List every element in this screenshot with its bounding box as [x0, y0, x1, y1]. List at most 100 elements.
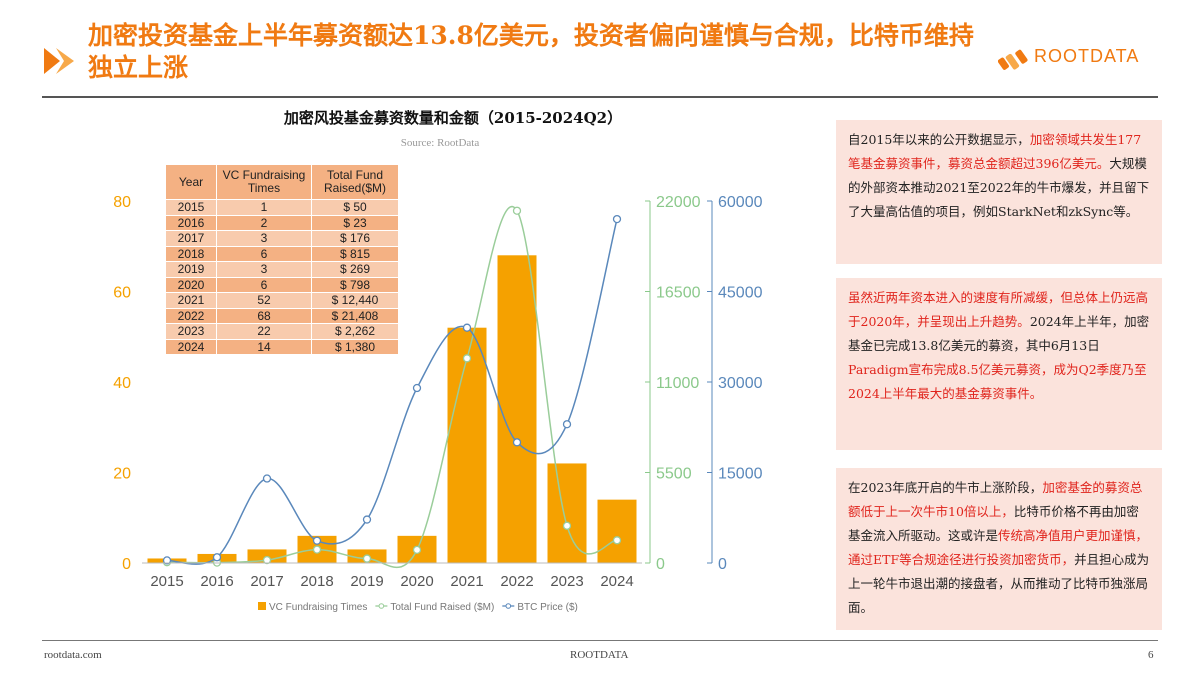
highlight-text: 加密领域共发生177笔基金募资事件，募资总金额超过396亿美元。 [848, 132, 1142, 171]
table-cell-amount: $ 50 [311, 199, 399, 216]
series-point [512, 206, 522, 215]
body-text: 并且担心成为上一轮牛市退出潮的接盘者，从而推动了比特币独涨局面。 [848, 552, 1150, 615]
table-header-times: VC Fundraising Times [216, 164, 312, 200]
x-tick-label: 2017 [250, 573, 283, 590]
series-point [412, 545, 422, 555]
table-cell-times: 3 [216, 261, 312, 278]
x-tick-label: 2015 [150, 573, 183, 590]
footer-website: rootdata.com [44, 649, 102, 661]
header-divider [42, 96, 1158, 98]
chart-subtitle: Source: RootData [401, 137, 480, 149]
table-cell-year: 2020 [165, 276, 217, 293]
footer-divider [42, 640, 1158, 641]
slide-title: 加密投资基金上半年募资额达13.8亿美元，投资者偏向谨慎与合规，比特币维持独立上… [88, 21, 974, 82]
legend-label: Total Fund Raised ($M) [390, 602, 494, 613]
y-tick-label-left: 60 [113, 285, 131, 302]
table-row: 2015 1 $ 50 [165, 199, 399, 216]
table-cell-amount: $ 798 [311, 276, 399, 293]
table-header-year: Year [165, 164, 217, 200]
highlight-text: Paradigm宣布完成8.5亿美元募资，成为Q2季度乃至2024上半年最大的基… [848, 362, 1147, 401]
x-tick-label: 2023 [550, 573, 583, 590]
body-text: 在2023年底开启的牛市上涨阶段， [848, 480, 1043, 495]
table-cell-amount: $ 815 [311, 245, 399, 262]
highlight-text: 虽然近两年资本进入的速度有所减缓，但总体上仍远高于2020年，并呈现出上升趋势。 [848, 290, 1149, 329]
y-tick-label-right1: 16500 [656, 285, 701, 302]
table-cell-amount: $ 21,408 [311, 307, 399, 324]
table-cell-amount: $ 23 [311, 214, 399, 231]
table-cell-year: 2022 [165, 307, 217, 324]
series-point [562, 521, 572, 530]
table-cell-amount: $ 269 [311, 261, 399, 278]
table-row: 2017 3 $ 176 [165, 230, 399, 247]
table-row: 2016 2 $ 23 [165, 214, 399, 231]
table-cell-year: 2018 [165, 245, 217, 262]
table-row: 2018 6 $ 815 [165, 245, 399, 262]
body-text: 大规模的外部资本推动2021至2022年的牛市爆发，并且留下了大量高估值的项目，… [848, 156, 1150, 219]
table-row: 2023 22 $ 2,262 [165, 323, 399, 340]
y-tick-label-left: 80 [113, 194, 131, 211]
legend-swatch-point [378, 603, 385, 609]
insight-panel-bull-market: 在2023年底开启的牛市上涨阶段，加密基金的募资总额低于上一次牛市10倍以上，比… [836, 468, 1162, 630]
series-point [462, 354, 472, 363]
table-row: 2024 14 $ 1,380 [165, 338, 399, 355]
table-cell-year: 2017 [165, 230, 217, 247]
fundraising-chart: 加密风投基金募资数量和金额（2015-2024Q2） Source: RootD… [113, 109, 763, 613]
x-tick-label: 2022 [500, 573, 533, 590]
series-line [166, 218, 618, 565]
series-point [262, 474, 272, 483]
y-tick-label-right2: 45000 [718, 285, 763, 302]
x-tick-label: 2016 [200, 573, 233, 590]
legend-label: VC Fundraising Times [269, 602, 367, 613]
table-cell-amount: $ 12,440 [311, 292, 399, 309]
body-text: 自2015年以来的公开数据显示， [848, 132, 1030, 147]
fundraising-data-table: Year VC Fundraising Times Total Fund Rai… [165, 164, 399, 355]
page-number: 6 [1148, 649, 1154, 661]
series-point [562, 420, 572, 429]
table-cell-times: 3 [216, 230, 312, 247]
y-tick-label-left: 20 [113, 466, 131, 483]
legend-swatch-bar [258, 602, 266, 610]
y-tick-label-left: 0 [122, 556, 131, 573]
bar [447, 327, 487, 563]
rootdata-logo-icon [998, 49, 1028, 70]
x-tick-label: 2020 [400, 573, 433, 590]
chart-title: 加密风投基金募资数量和金额（2015-2024Q2） [283, 109, 622, 127]
table-row: 2022 68 $ 21,408 [165, 307, 399, 324]
table-cell-year: 2023 [165, 323, 217, 340]
series-point [512, 438, 522, 447]
table-cell-times: 14 [216, 338, 312, 355]
table-cell-times: 2 [216, 214, 312, 231]
series-point [612, 214, 622, 224]
table-cell-times: 6 [216, 245, 312, 262]
logo-wordmark: ROOTDATA [1034, 46, 1140, 66]
series-point [212, 553, 222, 562]
table-cell-times: 22 [216, 323, 312, 340]
footer-brand: ROOTDATA [570, 649, 629, 661]
x-tick-label: 2019 [350, 573, 383, 590]
series-point [312, 536, 322, 545]
y-tick-label-right1: 11000 [656, 375, 699, 392]
table-header-row: Year VC Fundraising Times Total Fund Rai… [165, 164, 399, 200]
table-cell-times: 1 [216, 199, 312, 216]
x-tick-label: 2024 [600, 573, 633, 590]
highlight-text: 传统高净值用户更加谨慎，通过ETF等合规途径进行投资加密货币， [848, 528, 1149, 567]
y-tick-label-right2: 30000 [718, 375, 763, 392]
legend-swatch-point [505, 603, 512, 609]
series-point [262, 555, 272, 565]
series-point [362, 554, 372, 563]
table-row: 2021 52 $ 12,440 [165, 292, 399, 309]
table-row: 2020 6 $ 798 [165, 276, 399, 293]
y-tick-label-right2: 15000 [718, 466, 763, 483]
series-point [412, 383, 422, 393]
table-cell-amount: $ 176 [311, 230, 399, 247]
legend-label: BTC Price ($) [517, 602, 578, 613]
table-cell-year: 2024 [165, 338, 217, 355]
x-tick-label: 2018 [300, 573, 333, 590]
y-tick-label-right1: 0 [656, 556, 665, 573]
table-cell-year: 2021 [165, 292, 217, 309]
table-cell-year: 2015 [165, 199, 217, 216]
series-point [312, 545, 322, 554]
bar [547, 463, 587, 563]
y-tick-label-right2: 0 [718, 556, 727, 573]
table-cell-times: 68 [216, 307, 312, 324]
